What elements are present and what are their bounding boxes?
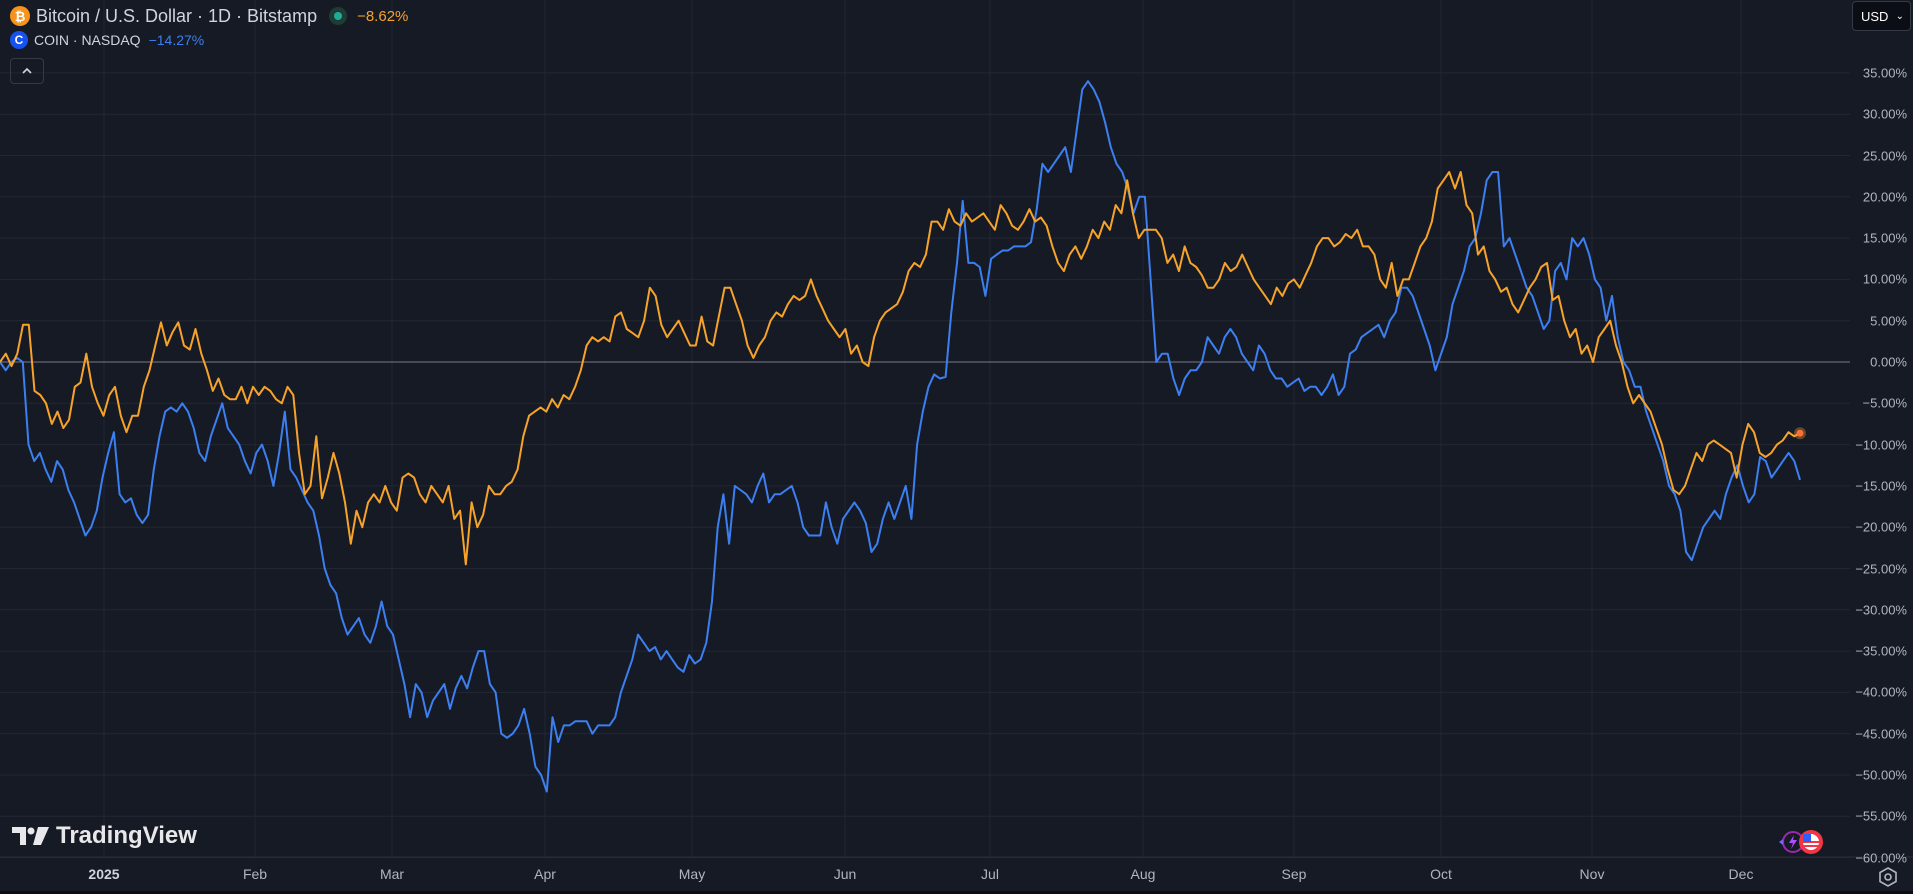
x-axis-tick-label: Mar <box>379 866 405 882</box>
legend: ₿ Bitcoin / U.S. Dollar · 1D · Bitstamp … <box>10 4 408 84</box>
market-status-icon[interactable] <box>329 7 348 25</box>
y-axis-tick-label: −30.00% <box>1855 602 1907 618</box>
y-axis-tick-label: −10.00% <box>1855 437 1907 453</box>
bitcoin-icon: ₿ <box>10 6 30 26</box>
y-axis-tick-label: 35.00% <box>1862 65 1907 81</box>
main-symbol-title[interactable]: Bitcoin / U.S. Dollar · 1D · Bitstamp <box>36 5 318 26</box>
y-axis-tick-label: 30.00% <box>1862 106 1907 122</box>
us-flag-event-icon <box>1799 830 1823 854</box>
y-axis-tick-label: 5.00% <box>1870 313 1907 329</box>
x-axis-tick-label: Jul <box>981 866 999 882</box>
y-axis-tick-label: −5.00% <box>1862 395 1907 411</box>
x-axis-tick-label: 2025 <box>88 866 120 882</box>
bottom-border <box>0 891 1913 894</box>
x-axis-tick-label: Sep <box>1281 866 1307 882</box>
btc-last-point-dot <box>1796 429 1804 437</box>
y-axis-tick-label: 25.00% <box>1862 148 1907 163</box>
btc-series-line <box>0 171 1801 566</box>
x-axis-tick-label: Oct <box>1430 866 1452 882</box>
legend-compare-series[interactable]: C COIN · NASDAQ −14.27% <box>10 28 408 52</box>
x-axis-tick-label: Jun <box>833 866 857 882</box>
grid-lines <box>0 0 1850 859</box>
y-axis-tick-label: −35.00% <box>1855 643 1907 659</box>
y-axis-tick-label: −20.00% <box>1855 519 1907 535</box>
tradingview-logo-icon <box>12 827 49 845</box>
coin-series-line <box>0 80 1801 793</box>
x-axis-tick-label: May <box>678 866 706 882</box>
compare-change-value: −14.27% <box>148 32 205 48</box>
tradingview-logo-text: TradingView <box>56 822 197 849</box>
x-axis-tick-label: Apr <box>534 866 556 882</box>
compare-symbol-title[interactable]: COIN · NASDAQ <box>34 32 141 48</box>
y-axis-tick-label: −40.00% <box>1855 684 1907 700</box>
legend-main-series[interactable]: ₿ Bitcoin / U.S. Dollar · 1D · Bitstamp … <box>10 4 408 28</box>
y-axis-tick-label: 0.00% <box>1870 354 1907 370</box>
main-change-value: −8.62% <box>357 7 409 25</box>
chevron-down-icon: ⌄ <box>1895 10 1904 22</box>
x-axis-tick-label: Dec <box>1728 866 1754 882</box>
currency-label: USD <box>1861 8 1889 24</box>
tradingview-logo[interactable]: TradingView <box>12 822 197 850</box>
y-axis-tick-label: −25.00% <box>1855 561 1907 576</box>
y-axis-tick-label: 15.00% <box>1862 230 1907 246</box>
x-axis-tick-label: Feb <box>242 866 268 882</box>
chevron-up-icon <box>22 67 32 74</box>
y-axis-tick-label: −50.00% <box>1855 767 1907 783</box>
coinbase-icon: C <box>10 31 28 49</box>
y-axis-tick-label: −15.00% <box>1855 478 1907 494</box>
y-axis-tick-label: −45.00% <box>1855 726 1907 742</box>
x-axis-tick-label: Aug <box>1130 866 1156 882</box>
collapse-legend-button[interactable] <box>10 58 44 84</box>
x-axis-tick-label: Nov <box>1579 866 1605 882</box>
y-axis-tick-label: −55.00% <box>1855 808 1907 824</box>
y-axis-tick-label: −60.00% <box>1855 850 1907 866</box>
currency-select[interactable]: USD ⌄ <box>1852 1 1911 31</box>
y-axis-tick-label: 20.00% <box>1862 189 1907 205</box>
events-icons[interactable] <box>1775 829 1830 855</box>
settings-gear-icon[interactable] <box>1877 866 1899 888</box>
y-axis-tick-label: 10.00% <box>1862 271 1907 287</box>
